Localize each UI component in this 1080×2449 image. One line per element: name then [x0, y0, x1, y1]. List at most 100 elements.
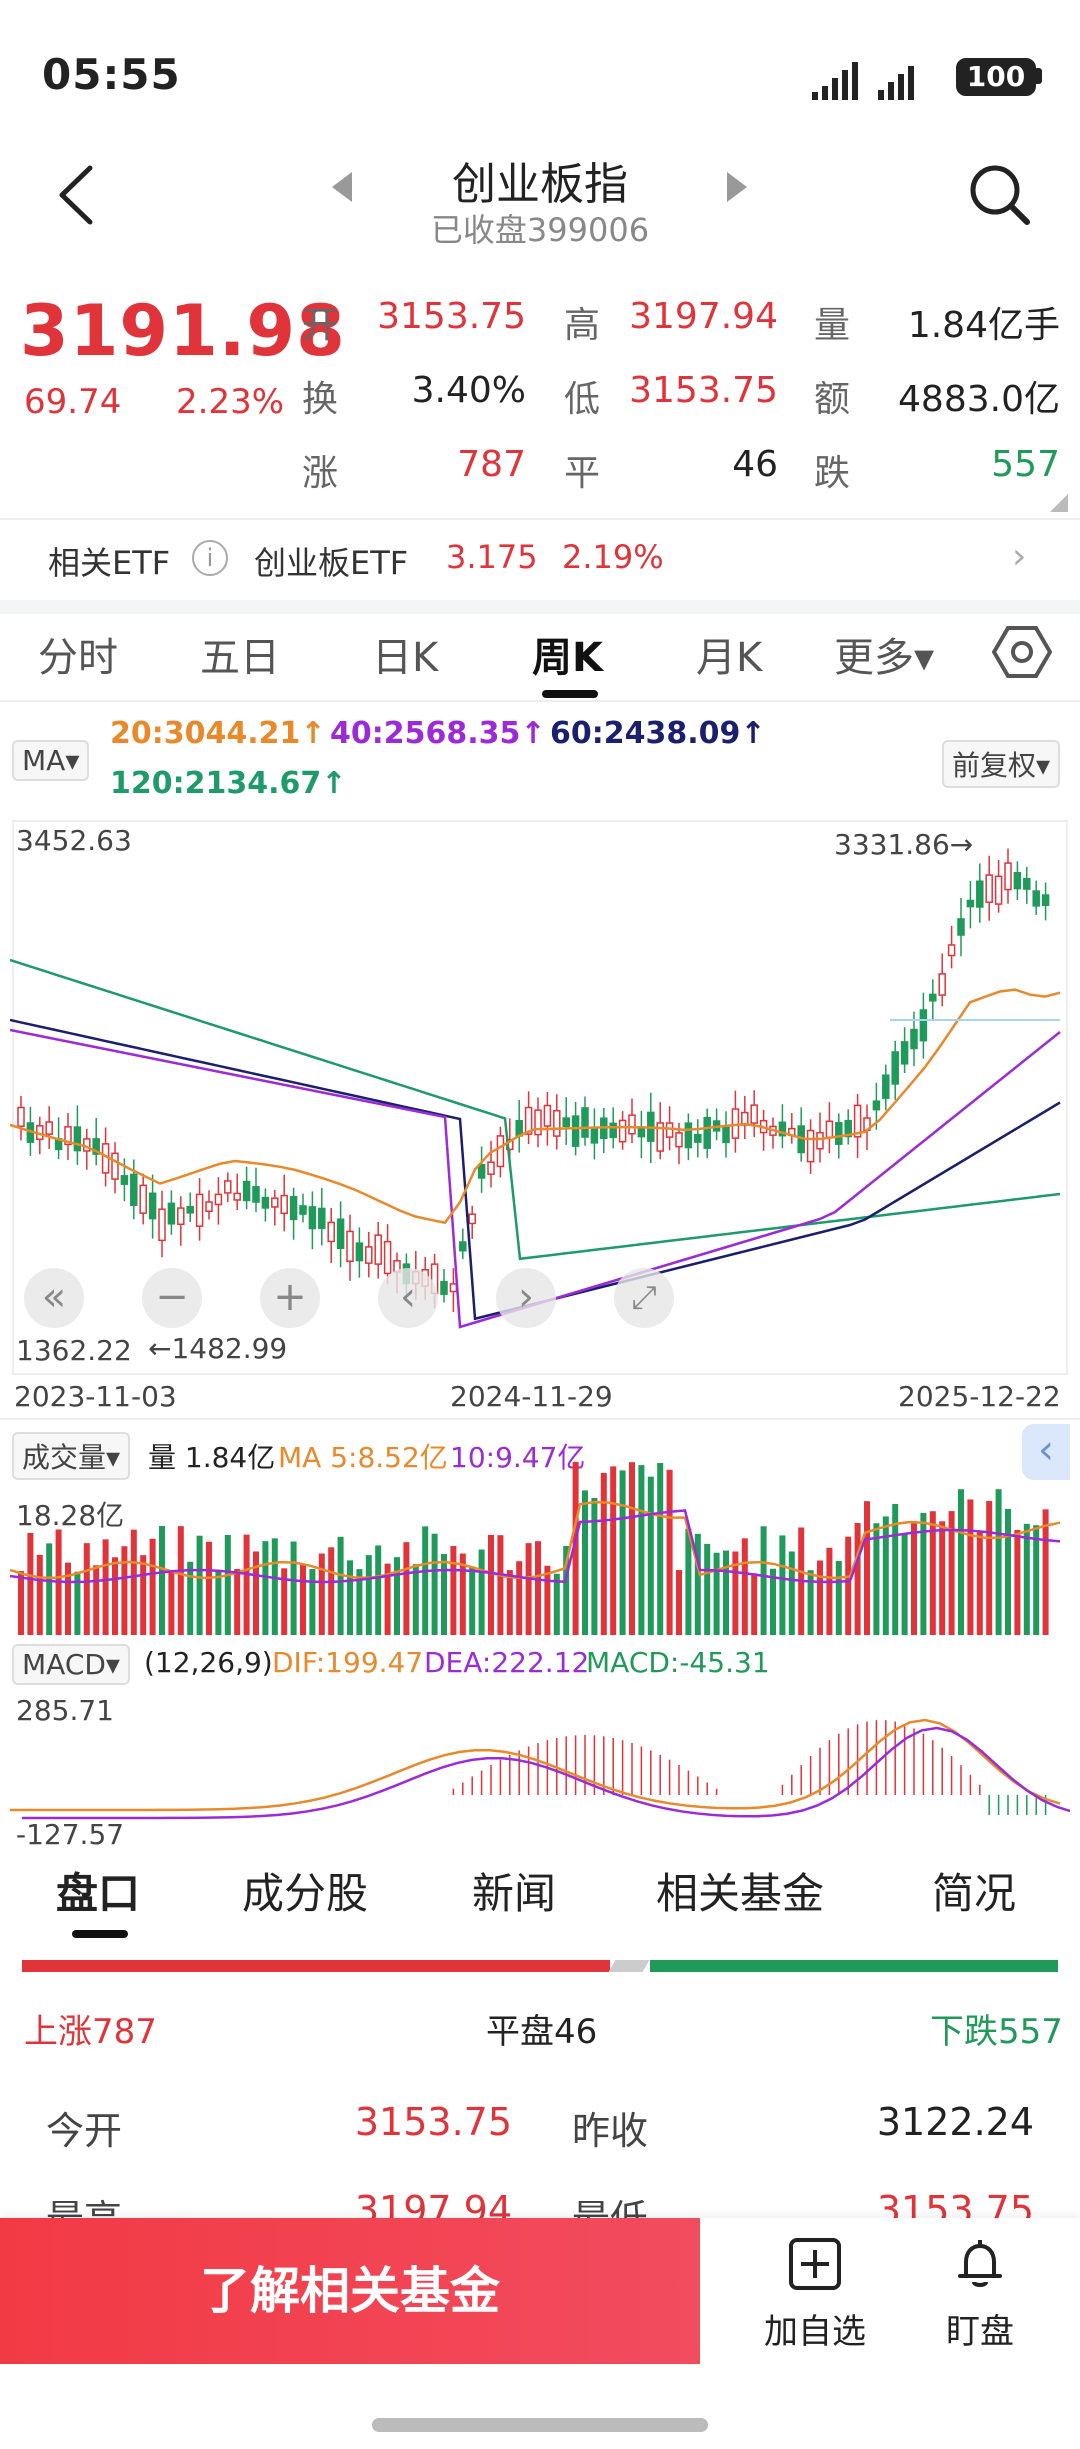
signal-icon: [812, 62, 914, 100]
page-title: 创业板指: [452, 159, 628, 210]
candle: [919, 1009, 928, 1042]
candle: [477, 1163, 486, 1179]
candle: [64, 1126, 72, 1146]
next-button[interactable]: ›: [496, 1268, 556, 1328]
volume-bar: [751, 1573, 758, 1635]
tab-related-funds[interactable]: 相关基金: [656, 1869, 825, 1918]
candle: [139, 1184, 147, 1214]
volume-bar: [582, 1490, 588, 1635]
watch-button[interactable]: 盯盘: [910, 2236, 1050, 2353]
volume-bar: [149, 1538, 156, 1635]
rewind-button[interactable]: «: [24, 1268, 84, 1328]
candle: [553, 1109, 561, 1137]
amount-label: 额: [814, 379, 851, 420]
tab-constituents[interactable]: 成分股: [242, 1869, 369, 1918]
learn-funds-button[interactable]: 了解相关基金: [0, 2218, 700, 2364]
settings-icon[interactable]: [992, 622, 1052, 682]
collapse-panel-button[interactable]: ‹: [1022, 1424, 1070, 1480]
candle: [543, 1104, 552, 1127]
volume-chart: [10, 1461, 1061, 1635]
down-label: 跌: [814, 453, 851, 494]
zoom-in-button[interactable]: +: [260, 1268, 320, 1328]
info-icon[interactable]: i: [192, 540, 228, 576]
volume-bar: [516, 1561, 523, 1635]
next-stock-icon[interactable]: [725, 170, 749, 204]
volume-bar: [845, 1536, 852, 1635]
volume-bar: [488, 1534, 494, 1635]
zoom-out-button[interactable]: −: [142, 1268, 202, 1328]
volume-bar: [478, 1549, 485, 1635]
divider: [0, 518, 1080, 520]
candle: [816, 1131, 824, 1150]
candle: [703, 1116, 711, 1149]
volume-bar: [591, 1497, 598, 1635]
active-tab-indicator: [542, 690, 598, 698]
volume-bar: [356, 1569, 363, 1635]
prev-button[interactable]: ‹: [378, 1268, 438, 1328]
volume-bar: [46, 1543, 53, 1635]
volume-bar: [497, 1535, 504, 1635]
tab-news[interactable]: 新闻: [472, 1869, 557, 1918]
candle: [722, 1124, 730, 1144]
volume-bar: [911, 1521, 917, 1635]
candle: [534, 1109, 542, 1136]
volume-bar: [535, 1541, 541, 1635]
up-value: 787: [457, 444, 526, 485]
volume-bar: [450, 1546, 457, 1635]
back-arrow-icon[interactable]: [50, 160, 110, 230]
tab-daily-k[interactable]: 日K: [372, 635, 439, 681]
add-watchlist-button[interactable]: 加自选: [745, 2236, 885, 2353]
tab-more[interactable]: 更多▾: [834, 635, 935, 681]
candle: [976, 880, 984, 908]
turnover-label: 换: [302, 379, 339, 420]
volume-bar: [826, 1547, 833, 1635]
volume-bar: [572, 1461, 579, 1635]
battery-tip: [1036, 68, 1042, 84]
prev-stock-icon[interactable]: [330, 170, 354, 204]
tab-five-day[interactable]: 五日: [200, 635, 280, 681]
volume-bar: [215, 1570, 222, 1635]
macd-dea: DEA:222.12: [424, 1646, 590, 1679]
expand-button[interactable]: ⤢: [614, 1268, 674, 1328]
ma120-line: [10, 958, 1061, 1261]
volume-bar: [130, 1529, 137, 1635]
search-icon[interactable]: [965, 160, 1035, 230]
macd-y-max: 285.71: [16, 1694, 114, 1727]
flat-bar: [608, 1960, 650, 1972]
date-start: 2023-11-03: [14, 1380, 177, 1413]
volume-bar: [704, 1543, 711, 1635]
volume-bar: [403, 1542, 410, 1635]
prev-close-label: 昨收: [572, 2109, 649, 2153]
volume-bar: [901, 1533, 908, 1635]
high-marker: 3331.86→: [834, 828, 974, 861]
open-value: 3153.75: [377, 296, 526, 337]
volume-bar: [1033, 1525, 1040, 1635]
volume-bar: [694, 1533, 701, 1635]
candle: [844, 1119, 852, 1138]
etf-name: 创业板ETF: [254, 544, 409, 582]
candle: [524, 1106, 533, 1135]
etf-label: 相关ETF: [48, 544, 171, 582]
candle: [242, 1180, 251, 1202]
last-price: 3191.98: [20, 290, 346, 372]
tab-intraday[interactable]: 分时: [38, 635, 118, 681]
tab-weekly-k[interactable]: 周K: [532, 635, 603, 681]
tab-order-book[interactable]: 盘口: [56, 1869, 141, 1918]
volume-bar: [1005, 1508, 1011, 1635]
candle: [487, 1161, 495, 1175]
candle: [1004, 862, 1012, 891]
date-mid: 2024-11-29: [450, 1380, 613, 1413]
ma-selector[interactable]: MA▾: [12, 740, 90, 781]
flat-label: 平: [564, 453, 601, 494]
battery-icon: 100: [956, 58, 1036, 96]
volume-bar: [74, 1571, 81, 1635]
tab-profile[interactable]: 简况: [932, 1869, 1017, 1918]
volume-bar: [657, 1463, 664, 1635]
volume-selector[interactable]: 成交量▾: [12, 1432, 131, 1480]
volume-bar: [666, 1469, 673, 1635]
adjust-selector[interactable]: 前复权▾: [942, 740, 1061, 788]
chevron-right-icon[interactable]: ›: [1012, 536, 1027, 577]
macd-selector[interactable]: MACD▾: [12, 1644, 130, 1685]
volume-bar: [958, 1489, 964, 1635]
tab-monthly-k[interactable]: 月K: [696, 635, 763, 681]
